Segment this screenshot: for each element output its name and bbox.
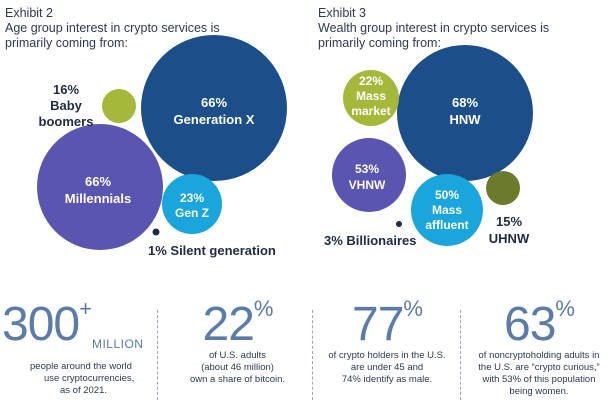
label-mass-market-name1: Mass xyxy=(356,89,386,103)
stat-desc-line: of noncryptoholding adults in xyxy=(478,350,600,361)
bubble-charts: 66% Generation X 66% Millennials 23% Gen… xyxy=(37,35,533,258)
stat-desc-line: of crypto holders in the U.S. xyxy=(328,350,446,361)
stat-sup: % xyxy=(403,296,423,321)
label-uhnw-name: UHNW xyxy=(489,231,530,246)
stat-desc-line: the U.S. are “crypto curious,” xyxy=(478,362,600,373)
stat-desc-line: with 53% of this population xyxy=(482,374,596,385)
stat-sup: % xyxy=(555,296,575,321)
exhibit-3-title: Exhibit 3 xyxy=(318,6,366,20)
stat-big-number: 300+ MILLION xyxy=(2,298,152,361)
bubble-hnw xyxy=(397,45,533,181)
stat-63-percent: 63% of noncryptoholding adults in the U.… xyxy=(465,298,613,398)
bubble-silent-generation xyxy=(152,228,160,236)
stat-big-number: 22% xyxy=(175,298,300,351)
label-gen-z-name: Gen Z xyxy=(175,206,209,220)
stat-big-number: 63% xyxy=(465,298,613,351)
stat-desc-line: are under 45 and xyxy=(350,362,424,373)
bubble-vhnw xyxy=(332,138,406,212)
stat-description: of crypto holders in the U.S. are under … xyxy=(318,350,456,386)
stat-desc-line: being women. xyxy=(509,386,569,397)
bubble-uhnw xyxy=(486,171,520,205)
bubble-mass-market xyxy=(343,70,399,126)
label-gen-x-pct: 66% xyxy=(201,95,227,110)
exhibit-2-title: Exhibit 2 xyxy=(5,6,53,20)
exhibit-2-subtitle-line2: primarily coming from: xyxy=(5,36,128,50)
label-mass-affluent-pct: 50% xyxy=(435,188,459,202)
stat-unit: MILLION xyxy=(91,337,144,351)
stat-desc-line: (about 46 million) xyxy=(201,362,274,373)
divider-2 xyxy=(312,310,314,400)
bubble-mass-affluent xyxy=(411,174,483,246)
bubble-billionaires xyxy=(396,221,402,227)
label-vhnw-pct: 53% xyxy=(355,162,379,176)
label-millennials-name: Millennials xyxy=(65,191,131,206)
stat-desc-line: 74% identify as male. xyxy=(341,374,433,385)
label-boomers-name2: boomers xyxy=(39,114,94,129)
stat-desc-line: own a share of bitcoin. xyxy=(189,374,286,385)
stat-desc-line: people around the world xyxy=(30,361,132,372)
exhibit-2-subtitle-line1: Age group interest in crypto services is xyxy=(5,21,220,35)
stat-description: of noncryptoholding adults in the U.S. a… xyxy=(465,350,613,398)
label-billionaires: 3% Billionaires xyxy=(324,233,416,248)
exhibit-3-subtitle-line1: Wealth group interest in crypto services… xyxy=(318,21,550,35)
label-millennials-pct: 66% xyxy=(85,174,111,189)
label-boomers-pct: 16% xyxy=(53,82,79,97)
stat-value: 300 xyxy=(2,298,80,351)
exhibit-3-subtitle-line2: primarily coming from: xyxy=(318,36,441,50)
exhibit-2-header: Exhibit 2 Age group interest in crypto s… xyxy=(5,6,295,51)
label-mass-market-pct: 22% xyxy=(359,74,383,88)
stat-description: of U.S. adults (about 46 million) own a … xyxy=(175,350,300,386)
stat-desc-line: as of 2021. xyxy=(60,385,108,396)
divider-3 xyxy=(460,310,462,400)
stat-value: 22 xyxy=(202,298,255,351)
stat-sup: % xyxy=(253,296,274,321)
bubble-gen-z xyxy=(162,174,222,234)
label-hnw-name: HNW xyxy=(449,112,481,127)
stat-big-number: 77% xyxy=(318,298,456,351)
exhibit-3-header: Exhibit 3 Wealth group interest in crypt… xyxy=(318,6,608,51)
stat-desc-line: of U.S. adults xyxy=(208,350,267,361)
label-gen-x-name: Generation X xyxy=(174,112,255,127)
label-mass-affluent-name2: affluent xyxy=(425,218,468,232)
bubble-generation-x xyxy=(141,35,287,181)
label-hnw-pct: 68% xyxy=(452,95,478,110)
label-mass-affluent-name1: Mass xyxy=(432,203,462,217)
stat-sup: + xyxy=(79,296,92,321)
label-uhnw-pct: 15% xyxy=(496,214,522,229)
label-vhnw-name: VHNW xyxy=(349,178,386,192)
stat-300-million: 300+ MILLION people around the world use … xyxy=(2,298,152,397)
stats-row: 300+ MILLION people around the world use … xyxy=(0,298,615,410)
divider-1 xyxy=(157,310,159,400)
stat-desc-line: use cryptocurrencies, xyxy=(44,373,135,384)
bubble-baby-boomers xyxy=(102,89,136,123)
label-mass-market-name2: market xyxy=(351,104,390,118)
label-boomers-name1: Baby xyxy=(50,98,83,113)
stat-77-percent: 77% of crypto holders in the U.S. are un… xyxy=(318,298,456,386)
bubble-millennials xyxy=(37,124,163,250)
stat-value: 63 xyxy=(504,298,556,351)
stat-22-percent: 22% of U.S. adults (about 46 million) ow… xyxy=(175,298,300,386)
stat-description: people around the world use cryptocurren… xyxy=(2,361,152,397)
label-silent-generation: 1% Silent generation xyxy=(148,243,276,258)
label-gen-z-pct: 23% xyxy=(180,191,204,205)
stat-value: 77 xyxy=(352,298,404,351)
